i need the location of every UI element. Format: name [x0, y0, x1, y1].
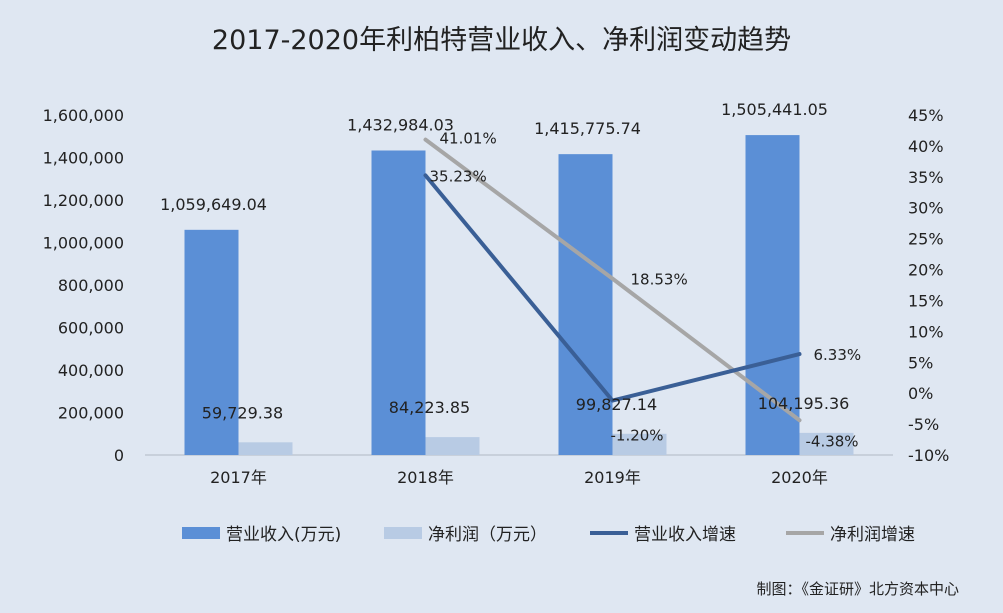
- bar-profit: [238, 442, 293, 455]
- bar-revenue: [184, 229, 239, 455]
- x-tick-label: 2019年: [584, 468, 641, 487]
- y2-tick-label: 10%: [908, 322, 944, 341]
- legend: 营业收入(万元) 净利润（万元） 营业收入增速 净利润增速: [0, 520, 1003, 545]
- y-tick-label: 1,200,000: [43, 191, 124, 210]
- data-label-profit: 104,195.36: [758, 394, 850, 413]
- line-profit-growth: [423, 137, 802, 423]
- x-tick-label: 2018年: [397, 468, 454, 487]
- credit-text: 制图：《金证研》北方资本中心: [756, 580, 959, 598]
- y2-tick-label: 25%: [908, 230, 944, 249]
- bar-profit: [612, 433, 667, 455]
- y2-tick-label: 30%: [908, 199, 944, 218]
- y2-tick-label: 40%: [908, 137, 944, 156]
- line-revenue-growth: [423, 173, 802, 403]
- bar-revenue: [371, 150, 426, 455]
- x-tick-label: 2017年: [210, 468, 267, 487]
- bar-profit: [425, 437, 480, 455]
- legend-label-profit-growth: 净利润增速: [830, 525, 915, 545]
- data-label-revenue: 1,059,649.04: [160, 195, 267, 214]
- data-label-profit-growth: -4.38%: [806, 432, 859, 450]
- data-label-profit: 59,729.38: [202, 403, 283, 422]
- legend-item-revenue-growth: 营业收入增速: [590, 520, 736, 545]
- legend-item-profit-growth: 净利润增速: [786, 520, 915, 545]
- y2-tick-label: 45%: [908, 106, 944, 125]
- y-tick-label: 400,000: [58, 361, 124, 380]
- data-label-revenue: 1,415,775.74: [534, 119, 641, 138]
- data-label-profit: 84,223.85: [389, 398, 470, 417]
- y2-tick-label: -10%: [908, 446, 949, 465]
- legend-label-profit: 净利润（万元）: [428, 525, 547, 545]
- y2-tick-label: 15%: [908, 291, 944, 310]
- legend-label-revenue: 营业收入(万元): [226, 525, 342, 545]
- data-label-revenue: 1,432,984.03: [347, 115, 454, 134]
- legend-item-profit: 净利润（万元）: [384, 520, 547, 545]
- legend-swatch-profit-growth: [786, 530, 824, 535]
- y-tick-label: 800,000: [58, 276, 124, 295]
- data-label-revenue-growth: 6.33%: [814, 346, 862, 364]
- y-tick-label: 200,000: [58, 404, 124, 423]
- legend-item-revenue: 营业收入(万元): [182, 520, 341, 545]
- legend-swatch-revenue-growth: [590, 530, 628, 535]
- legend-label-revenue-growth: 营业收入增速: [634, 525, 736, 545]
- data-label-profit-growth: 18.53%: [631, 271, 688, 289]
- y-tick-label: 0: [114, 446, 124, 465]
- legend-swatch-revenue: [182, 526, 220, 539]
- y2-tick-label: 35%: [908, 168, 944, 187]
- legend-swatch-profit: [384, 526, 422, 539]
- bar-profit: [799, 432, 854, 455]
- data-label-profit-growth: 41.01%: [440, 130, 497, 148]
- x-tick-label: 2020年: [771, 468, 828, 487]
- y-tick-label: 1,400,000: [43, 149, 124, 168]
- y-tick-label: 600,000: [58, 319, 124, 338]
- y2-tick-label: -5%: [908, 415, 939, 434]
- y2-tick-label: 0%: [908, 384, 933, 403]
- data-label-revenue-growth: 35.23%: [430, 167, 487, 185]
- y2-tick-label: 5%: [908, 353, 933, 372]
- data-label-revenue: 1,505,441.05: [721, 100, 828, 119]
- data-label-profit: 99,827.14: [576, 395, 657, 414]
- y-tick-label: 1,000,000: [43, 234, 124, 253]
- y2-tick-label: 20%: [908, 261, 944, 280]
- y-tick-label: 1,600,000: [43, 106, 124, 125]
- chart-title: 2017-2020年利柏特营业收入、净利润变动趋势: [211, 25, 792, 56]
- data-label-revenue-growth: -1.20%: [611, 427, 664, 445]
- bar-revenue: [558, 154, 613, 456]
